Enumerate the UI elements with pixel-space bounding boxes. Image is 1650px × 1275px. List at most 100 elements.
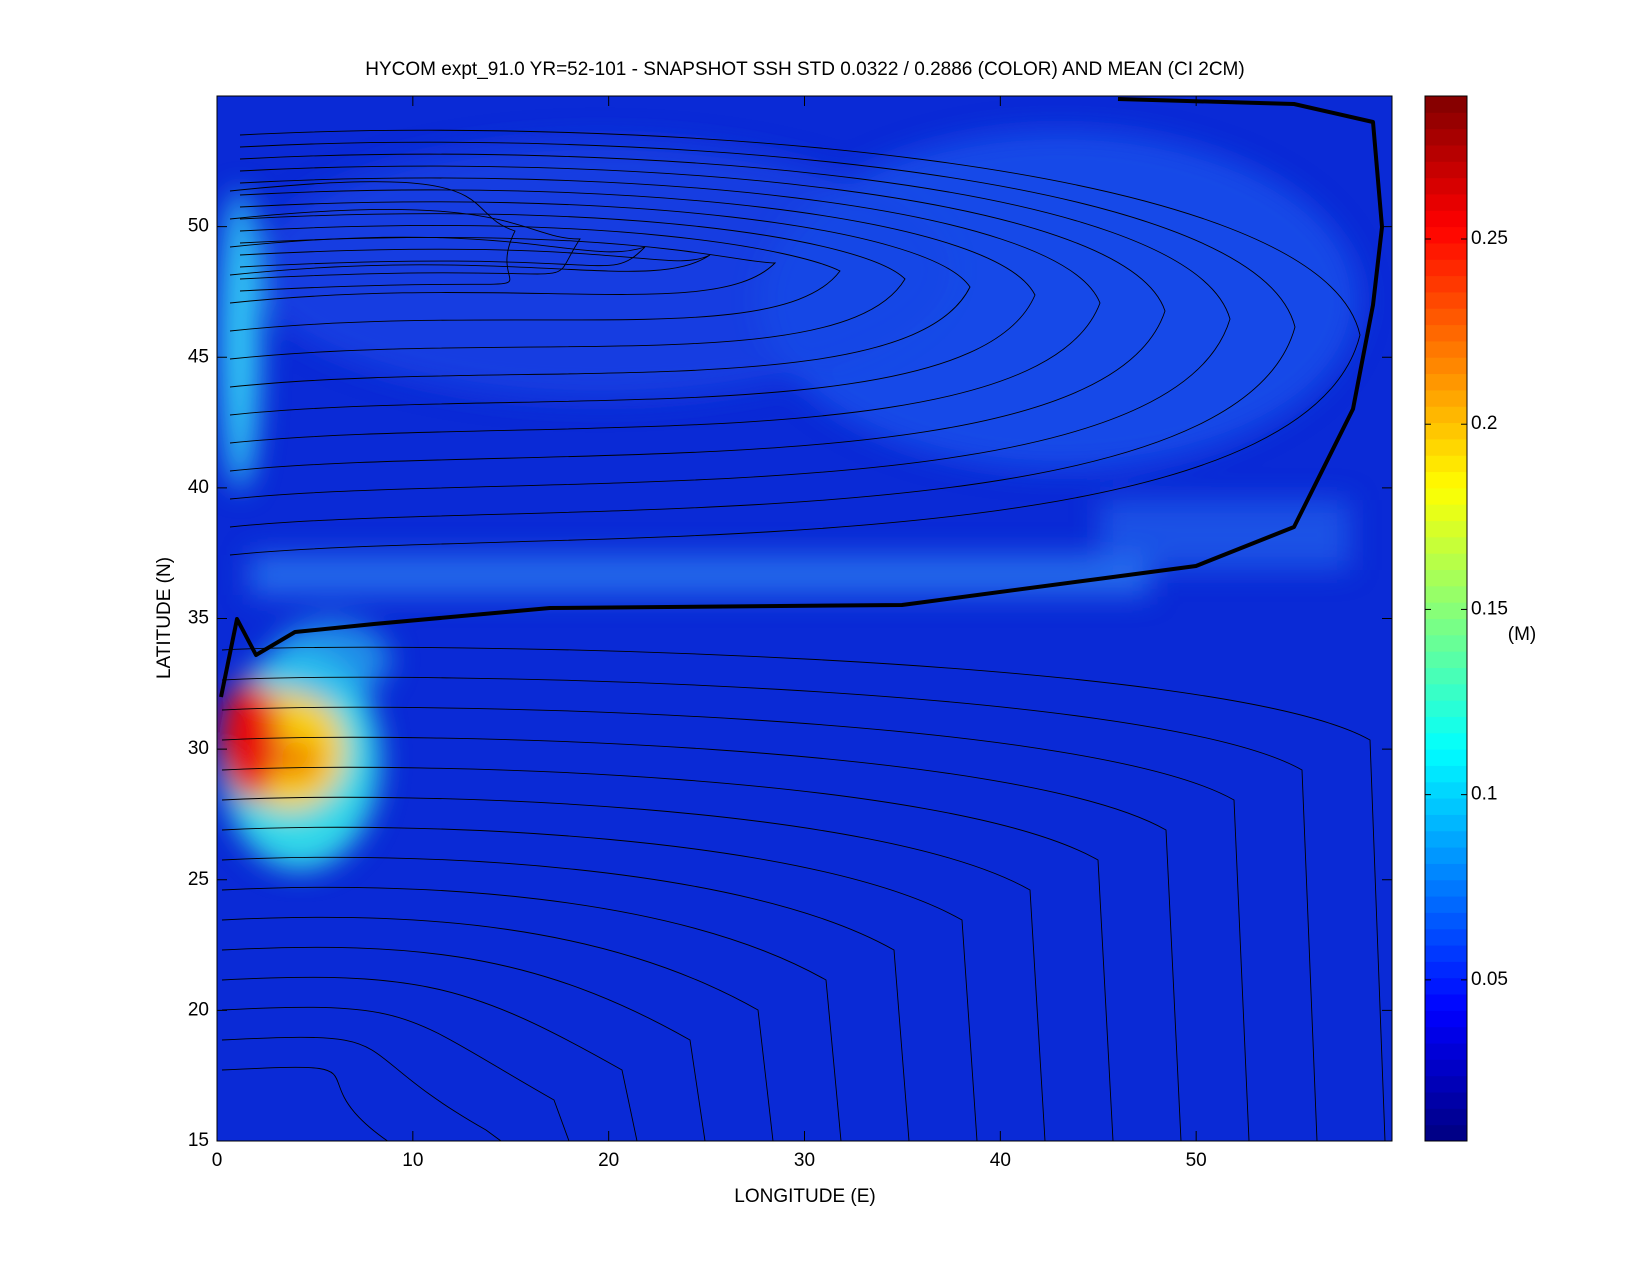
colorbar-cell xyxy=(1425,487,1467,505)
colorbar-frame xyxy=(1424,95,1468,1142)
colorbar-cell xyxy=(1425,912,1467,930)
colorbar-cell xyxy=(1425,618,1467,636)
contour-line xyxy=(221,706,1250,1141)
colorbar-cell xyxy=(1425,1092,1467,1109)
contour-line xyxy=(229,189,1036,416)
colorbar-tick-label: 0.1 xyxy=(1471,784,1497,805)
contours xyxy=(221,129,1386,1141)
contour-line xyxy=(221,736,1182,1141)
colorbar-cell xyxy=(1425,340,1467,358)
contour-line xyxy=(221,886,842,1141)
colorbar-cell xyxy=(1425,1075,1467,1093)
colorbar-cell xyxy=(1425,259,1467,277)
colorbar-cell xyxy=(1425,1043,1467,1060)
contour-line xyxy=(229,165,1166,472)
colorbar-cell xyxy=(1425,373,1467,391)
colorbar-cell xyxy=(1425,781,1467,799)
colorbar-cell xyxy=(1425,455,1467,473)
colorbar-cell xyxy=(1425,1059,1467,1077)
contour-line xyxy=(229,153,1231,500)
colorbar-cell xyxy=(1425,945,1467,962)
y-tick-label: 50 xyxy=(188,216,209,237)
contour-line xyxy=(229,236,646,268)
contour-line xyxy=(221,1036,502,1141)
x-tick-label: 10 xyxy=(402,1150,423,1171)
colorbar-cell xyxy=(1425,602,1467,619)
contour-line xyxy=(229,181,516,292)
contour-line xyxy=(229,141,1296,528)
contour-line xyxy=(221,766,1114,1141)
colorbar-cell xyxy=(1425,291,1467,309)
colorbar-tick-label: 0.25 xyxy=(1471,228,1508,249)
contour-line xyxy=(221,796,1046,1141)
colorbar-cell xyxy=(1425,553,1467,571)
colorbar-cell xyxy=(1425,634,1467,652)
colorbar-cell xyxy=(1425,520,1467,538)
colorbar-cell xyxy=(1425,879,1467,897)
zero-contour xyxy=(219,97,1384,698)
colorbar-cell xyxy=(1425,749,1467,766)
colorbar-cell xyxy=(1425,177,1467,195)
contour-line xyxy=(221,946,706,1141)
colorbar-cell xyxy=(1425,732,1467,750)
y-axis-label: LATITUDE (N) xyxy=(154,557,175,679)
colorbar-cell xyxy=(1425,96,1467,113)
x-tick-label: 40 xyxy=(990,1150,1011,1171)
contour-line xyxy=(229,236,777,304)
y-tick-label: 45 xyxy=(188,346,209,367)
colorbar-cell xyxy=(1425,798,1467,815)
colorbar-cell xyxy=(1425,1010,1467,1028)
colorbar-cell xyxy=(1425,161,1467,179)
colorbar-cell xyxy=(1425,683,1467,701)
colorbar-cell xyxy=(1425,275,1467,293)
colorbar-cell xyxy=(1425,406,1467,424)
colorbar-cell xyxy=(1425,357,1467,375)
colorbar-cell xyxy=(1425,928,1467,946)
colorbar-cell xyxy=(1425,324,1467,342)
colorbar-cell xyxy=(1425,242,1467,260)
y-tick-label: 40 xyxy=(188,477,209,498)
colorbar-cell xyxy=(1425,994,1467,1011)
colorbar-tick-label: 0.05 xyxy=(1471,969,1508,990)
contour-line xyxy=(229,201,971,388)
colorbar-cell xyxy=(1425,765,1467,783)
colorbar-cell xyxy=(1425,389,1467,407)
y-tick-label: 35 xyxy=(188,608,209,629)
field-image xyxy=(220,130,1360,870)
contour-line xyxy=(229,177,1101,444)
colorbar-cell xyxy=(1425,716,1467,734)
x-tick-label: 30 xyxy=(794,1150,815,1171)
colorbar-cell xyxy=(1425,700,1467,717)
colorbar-label: (M) xyxy=(1508,624,1536,645)
colorbar-cell xyxy=(1425,830,1467,848)
colorbar-cell xyxy=(1425,1026,1467,1044)
colorbar-cell xyxy=(1425,504,1467,522)
colorbar-cell xyxy=(1425,193,1467,211)
x-tick-label: 0 xyxy=(212,1150,223,1171)
colorbar-cell xyxy=(1425,814,1467,832)
x-tick-label: 50 xyxy=(1186,1150,1207,1171)
contour-line xyxy=(221,1066,433,1141)
colorbar-cell xyxy=(1425,651,1467,668)
contour-line xyxy=(229,213,906,360)
y-tick-label: 25 xyxy=(188,869,209,890)
colorbar-cell xyxy=(1425,569,1467,587)
contour-line xyxy=(229,209,581,280)
contour-line xyxy=(221,856,910,1141)
field xyxy=(217,96,1392,1141)
y-tick-label: 15 xyxy=(188,1130,209,1151)
colorbar-cell xyxy=(1425,667,1467,685)
x-axis-label: LONGITUDE (E) xyxy=(734,1186,875,1207)
contour-line xyxy=(229,225,841,332)
colorbar-tick-label: 0.2 xyxy=(1471,413,1497,434)
chart-title: HYCOM expt_91.0 YR=52-101 - SNAPSHOT SSH… xyxy=(365,59,1244,80)
x-tick-label: 20 xyxy=(598,1150,619,1171)
contour-line xyxy=(221,1006,570,1141)
colorbar-cell xyxy=(1425,847,1467,864)
contour-line xyxy=(221,676,1318,1141)
colorbar-cell xyxy=(1425,536,1467,554)
colorbar-cell xyxy=(1425,422,1467,440)
colorbar-cell xyxy=(1425,112,1467,130)
